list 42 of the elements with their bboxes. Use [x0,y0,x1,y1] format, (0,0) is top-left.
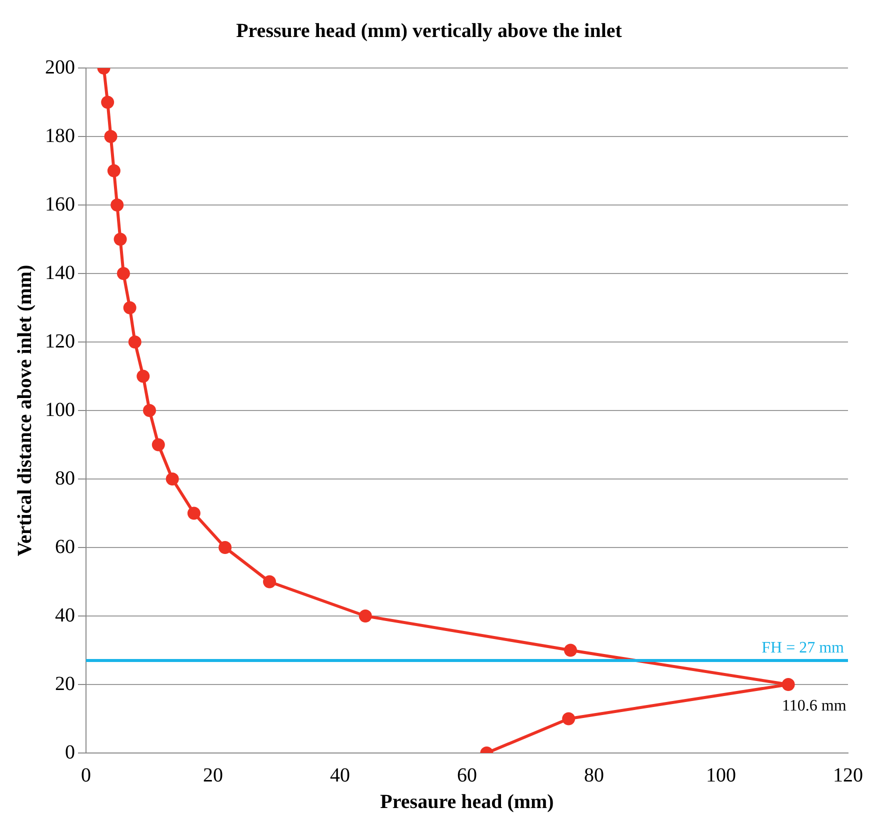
point [782,678,795,691]
x-tick-label: 100 [706,764,736,786]
point [128,336,142,348]
y-tick-label: 140 [45,262,75,284]
y-tick-label: 60 [55,536,75,558]
point [218,541,232,554]
y-tick-label: 200 [45,56,75,78]
point [114,232,127,246]
y-tick-label: 20 [55,672,75,695]
point [187,506,200,520]
x-tick-label: 20 [203,764,223,786]
point [104,130,118,143]
x-tick-label: 60 [457,764,477,786]
point [358,610,372,622]
point [166,472,179,486]
y-tick-label: 0 [65,741,75,764]
point [123,301,136,314]
point [143,404,156,417]
x-axis-title: Presaure head (mm) [380,791,554,814]
point [116,267,130,280]
point [101,96,114,109]
chart-title: Pressure head (mm) vertically above the inlet [236,20,622,42]
x-tick-label: 40 [330,764,350,786]
point [136,370,150,383]
point [263,575,276,588]
y-tick-label: 100 [45,398,75,421]
y-tick-label: 180 [45,124,75,147]
point [152,438,165,452]
point [110,198,124,212]
x-tick-label: 80 [584,764,604,786]
y-tick-label: 160 [45,193,75,216]
annotation: 110.6 mm [782,698,847,715]
x-tick-label: 0 [81,764,91,786]
point [564,644,578,657]
point [107,164,120,178]
y-tick-label: 40 [55,604,75,626]
y-tick-label: 80 [55,467,75,490]
y-axis-title: Vertical distance above inlet (mm) [14,264,36,556]
x-tick-label: 120 [833,764,863,786]
point [562,712,576,726]
y-tick-label: 120 [45,330,75,352]
ref-line-label: FH = 27 mm [762,640,845,657]
